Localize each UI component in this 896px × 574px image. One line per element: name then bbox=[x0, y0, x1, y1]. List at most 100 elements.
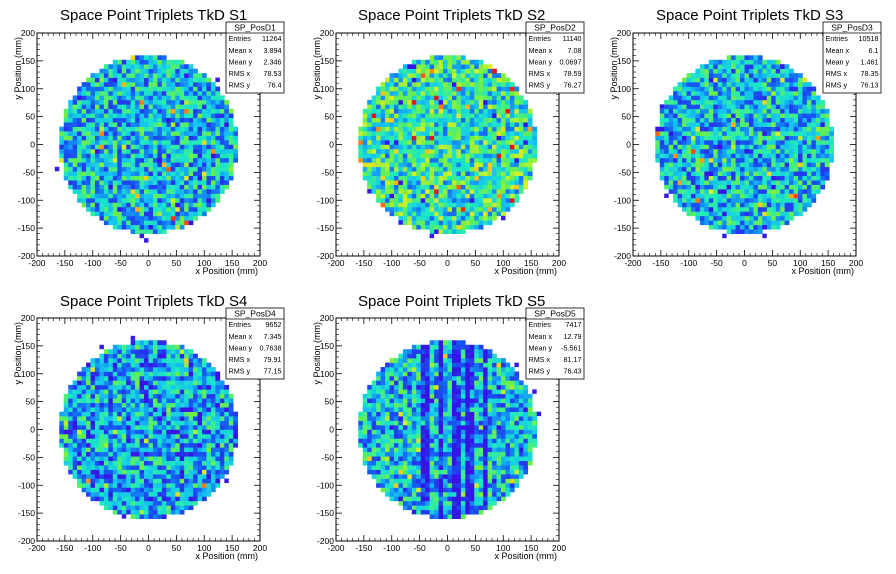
heatmap-cell bbox=[532, 148, 537, 154]
heatmap-cell bbox=[460, 113, 466, 119]
heatmap-cell bbox=[358, 126, 364, 132]
heatmap-cell bbox=[456, 206, 462, 212]
heatmap-cell bbox=[68, 384, 73, 390]
heatmap-cell bbox=[179, 90, 185, 96]
heatmap-cell bbox=[130, 148, 136, 154]
heatmap-cell bbox=[664, 157, 669, 163]
heatmap-cell bbox=[121, 349, 127, 354]
panel-1: -200 -150 -100 -50 0 50 100 150 200-200-150-100-… bbox=[13, 7, 285, 276]
heatmap-cell bbox=[86, 465, 91, 470]
heatmap-cell bbox=[744, 229, 750, 234]
heatmap-cell bbox=[492, 99, 497, 105]
heatmap-cell bbox=[744, 73, 750, 78]
heatmap-cell bbox=[451, 171, 457, 177]
heatmap-cell bbox=[429, 233, 435, 239]
heatmap-cell bbox=[474, 215, 480, 221]
heatmap-cell bbox=[108, 367, 114, 372]
heatmap-cell bbox=[802, 90, 808, 96]
heatmap-cell bbox=[139, 153, 145, 159]
heatmap-cell bbox=[704, 140, 710, 145]
heatmap-cell bbox=[135, 456, 140, 462]
heatmap-cell bbox=[416, 193, 422, 199]
heatmap-cell bbox=[108, 380, 114, 386]
heatmap-cell bbox=[766, 202, 772, 208]
heatmap-cell bbox=[784, 122, 790, 127]
heatmap-cell bbox=[416, 95, 422, 101]
heatmap-cell bbox=[474, 99, 480, 105]
heatmap-cell bbox=[784, 77, 790, 83]
heatmap-cell bbox=[193, 171, 198, 177]
heatmap-cell bbox=[523, 131, 529, 136]
heatmap-cell bbox=[139, 514, 145, 519]
heatmap-cell bbox=[429, 122, 435, 127]
heatmap-cell bbox=[215, 104, 221, 110]
heatmap-cell bbox=[175, 68, 181, 74]
heatmap-cell bbox=[478, 189, 484, 194]
heatmap-cell bbox=[677, 171, 683, 177]
heatmap-cell bbox=[144, 229, 149, 234]
heatmap-cell bbox=[699, 95, 705, 101]
heatmap-cell bbox=[699, 166, 705, 172]
heatmap-cell bbox=[72, 175, 78, 181]
heatmap-cell bbox=[793, 189, 799, 194]
heatmap-cell bbox=[126, 505, 131, 511]
heatmap-cell bbox=[793, 122, 799, 127]
heatmap-cell bbox=[81, 162, 87, 168]
heatmap-cell bbox=[722, 175, 727, 181]
heatmap-cell bbox=[505, 82, 511, 87]
heatmap-cell bbox=[514, 166, 520, 172]
heatmap-cell bbox=[659, 171, 665, 177]
heatmap-cell bbox=[704, 117, 710, 123]
heatmap-cell bbox=[420, 184, 426, 190]
heatmap-cell bbox=[193, 82, 198, 87]
heatmap-cell bbox=[469, 189, 475, 194]
heatmap-cell bbox=[81, 389, 87, 395]
heatmap-cell bbox=[722, 140, 727, 145]
heatmap-cell bbox=[371, 189, 377, 194]
heatmap-cell bbox=[86, 171, 91, 177]
heatmap-cell bbox=[713, 175, 719, 181]
heatmap-cell bbox=[514, 113, 520, 119]
heatmap-cell bbox=[798, 122, 803, 127]
heatmap-cell bbox=[780, 126, 785, 132]
heatmap-cell bbox=[744, 68, 750, 74]
heatmap-cell bbox=[86, 393, 91, 399]
heatmap-cell bbox=[157, 206, 163, 212]
x-tick-label: 150 bbox=[821, 258, 835, 268]
heatmap-cell bbox=[103, 148, 109, 154]
heatmap-cell bbox=[157, 184, 163, 190]
heatmap-cell bbox=[68, 153, 73, 159]
heatmap-cell bbox=[420, 215, 426, 221]
heatmap-cell bbox=[748, 193, 754, 199]
heatmap-cell bbox=[659, 175, 665, 181]
heatmap-cell bbox=[704, 157, 710, 163]
heatmap-cell bbox=[108, 460, 114, 466]
heatmap-cell bbox=[465, 108, 471, 114]
y-tick-label: -100 bbox=[614, 195, 631, 205]
stats-value: 7.08 bbox=[568, 46, 582, 55]
heatmap-cell bbox=[514, 126, 520, 132]
heatmap-cell bbox=[371, 140, 377, 145]
heatmap-cell bbox=[103, 416, 109, 421]
heatmap-cell bbox=[518, 122, 524, 127]
heatmap-cell bbox=[780, 206, 785, 212]
heatmap-cell bbox=[380, 189, 386, 194]
y-tick-label: -100 bbox=[18, 195, 35, 205]
heatmap-cell bbox=[179, 144, 185, 150]
heatmap-cell bbox=[509, 99, 515, 105]
heatmap-cell bbox=[465, 104, 471, 110]
heatmap-cell bbox=[496, 206, 502, 212]
heatmap-cell bbox=[748, 140, 754, 145]
heatmap-cell bbox=[771, 157, 777, 163]
heatmap-cell bbox=[393, 189, 399, 194]
heatmap-cell bbox=[429, 224, 435, 230]
heatmap-cell bbox=[753, 157, 759, 163]
heatmap-cell bbox=[358, 153, 364, 159]
heatmap-cell bbox=[690, 140, 696, 145]
heatmap-cell bbox=[139, 148, 145, 154]
heatmap-cell bbox=[112, 224, 118, 230]
heatmap-cell bbox=[465, 220, 471, 226]
heatmap-cell bbox=[130, 398, 136, 404]
heatmap-cell bbox=[175, 148, 181, 154]
heatmap-cell bbox=[126, 474, 131, 479]
